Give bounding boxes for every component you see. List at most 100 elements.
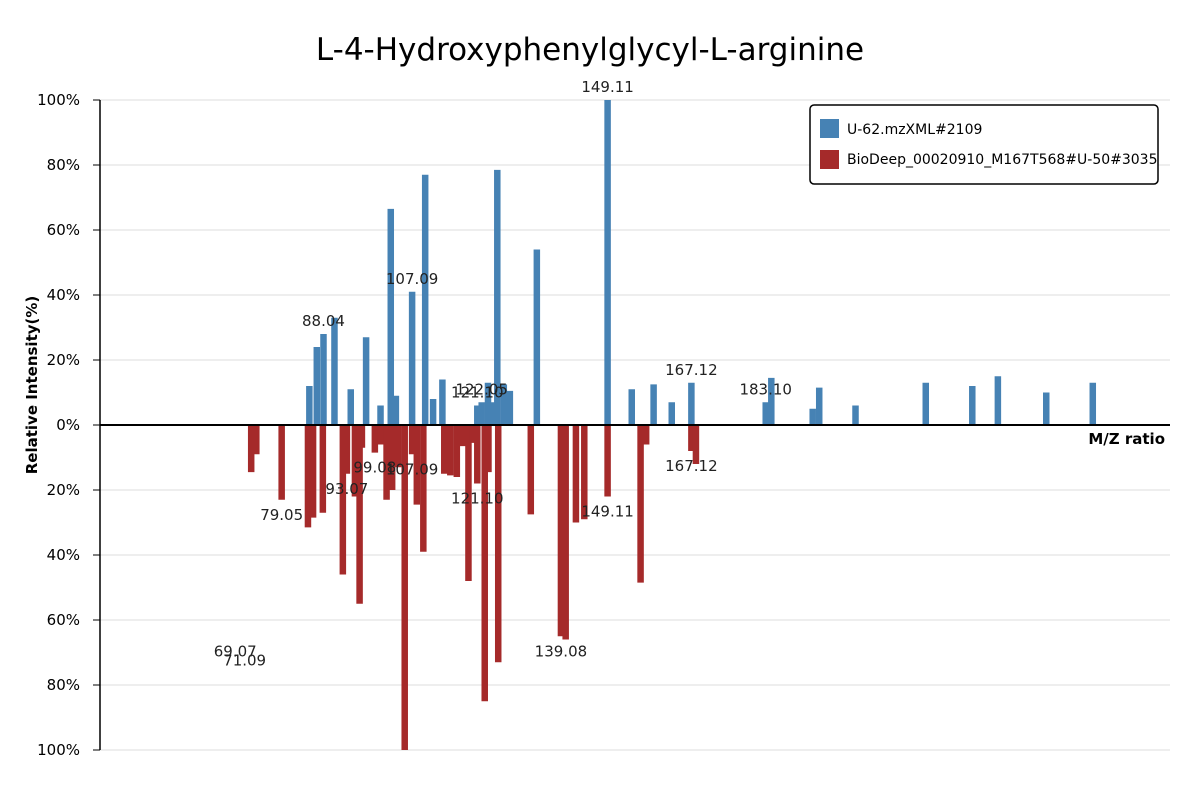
bar-top [533,249,541,425]
x-axis-label: M/Z ratio [1088,430,1165,448]
y-tick-label: 60% [47,221,80,239]
peak-label-bottom: 139.08 [535,642,588,660]
bar-top [809,408,816,425]
peak-label-top: 167.12 [665,361,718,379]
bar-bottom [688,425,695,451]
bar-bottom [394,425,402,468]
bar-bottom [309,425,317,518]
y-tick-label: 20% [47,481,80,499]
bar-bottom [319,425,327,513]
bar-bottom [465,425,472,581]
peak-label-bottom: 71.09 [223,652,266,670]
bar-top [474,405,481,425]
peak-label-bottom: 99.08 [353,459,396,477]
bar-bottom [485,425,492,473]
bar-bottom [408,425,416,455]
bar-top [762,402,769,425]
bar-top [487,402,495,425]
y-tick-label: 100% [37,741,80,759]
bar-bottom [637,425,644,583]
y-tick-labels: 100% 80% 60% 40% 20% 0% 20% 40% 60% 80% 100% [37,91,100,759]
peak-label-bottom: 107.09 [386,460,439,478]
bar-top [387,208,395,425]
y-tick-label: 80% [47,676,80,694]
bar-top [429,399,437,425]
bar-bottom [377,425,385,445]
bar-top [1043,392,1050,425]
legend-label-bottom: BioDeep_00020910_M167T568#U-50#3035 [847,152,1158,168]
bar-bottom [642,425,650,445]
bar-top [650,384,657,425]
bar-top [604,100,611,425]
bar-top [408,291,416,425]
y-axis-label: Relative Intensity(%) [23,296,41,475]
bar-top [768,377,775,425]
legend-swatch-bottom [820,150,839,169]
bar-bottom [371,425,379,453]
bars-layer [247,100,1097,750]
bar-top [1089,382,1097,425]
peak-label-top: 121.10 [451,384,504,402]
peak-label-top: 149.11 [581,78,634,96]
peak-label-bottom: 121.10 [451,490,504,508]
bar-bottom [474,425,481,484]
peak-label-bottom: 69.07 [214,642,257,660]
bar-top [668,402,676,425]
bar-top [688,382,695,425]
bar-bottom [304,425,312,528]
bar-bottom [562,425,569,640]
legend: U-62.mzXML#2109 BioDeep_00020910_M167T56… [809,104,1159,185]
bar-bottom [278,425,285,500]
bar-bottom [253,425,260,455]
bar-bottom [413,425,421,505]
peak-label-top: 183.10 [739,380,792,398]
bar-top [922,382,930,425]
bar-bottom [383,425,390,500]
bar-top [320,334,327,425]
bar-bottom [447,425,454,476]
bar-top [313,347,321,425]
bar-bottom [441,425,448,474]
bar-bottom [604,425,611,497]
bar-bottom [581,425,588,520]
peak-label-bottom: 93.07 [325,480,368,498]
bar-bottom [692,425,700,464]
bar-top [994,376,1002,425]
bar-bottom [494,425,502,663]
bar-top [331,317,338,425]
bar-top [815,387,823,425]
peak-label-top: 122.05 [455,380,508,398]
legend-label-top: U-62.mzXML#2109 [847,122,982,138]
y-tick-label: 80% [47,156,80,174]
bar-top [362,337,370,425]
legend-box [809,104,1159,185]
bar-bottom [358,425,366,448]
bar-top [494,169,501,425]
peak-label-bottom: 167.12 [665,457,718,475]
y-tick-label: 0% [56,416,80,434]
bar-top [421,174,429,425]
bar-bottom [453,425,461,477]
bar-bottom [388,425,396,490]
bar-top [852,405,859,425]
bar-top [478,402,485,425]
bar-bottom [351,425,359,497]
bar-top [392,395,400,425]
chart-title: L-4-Hydroxyphenylglycyl-L-arginine [316,32,864,68]
bar-bottom [481,425,488,702]
bar-bottom [343,425,351,474]
bar-bottom [401,425,408,750]
bar-top [377,405,384,425]
bar-top [500,384,508,425]
y-tick-label: 100% [37,91,80,109]
peak-label-top: 88.04 [302,312,345,330]
bar-top [969,386,976,425]
bar-bottom [339,425,347,575]
peak-label-bottom: 79.05 [260,506,303,524]
y-tick-label: 40% [47,286,80,304]
bar-bottom [527,425,535,515]
bar-top [506,390,514,425]
bar-top [306,386,313,425]
bar-top [347,389,355,425]
